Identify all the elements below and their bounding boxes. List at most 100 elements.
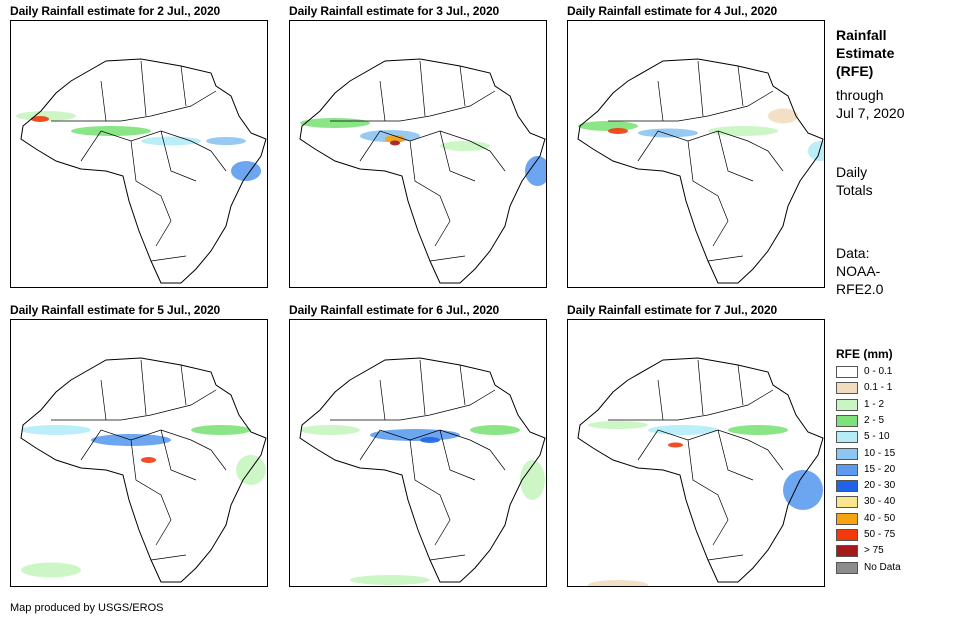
data-line: Data: — [836, 245, 870, 261]
country-borders — [51, 359, 227, 561]
rainfall-area — [440, 141, 490, 151]
rainfall-area — [668, 442, 683, 448]
rainfall-area — [783, 470, 823, 510]
rainfall-area — [300, 118, 370, 128]
rainfall-area — [390, 140, 400, 146]
credit: Map produced by USGS/EROS — [10, 602, 164, 614]
through-line: Jul 7, 2020 — [836, 105, 905, 121]
legend-label: 0 - 0.1 — [864, 366, 893, 377]
side-title-line: Rainfall — [836, 27, 887, 43]
africa-map-svg — [16, 58, 267, 284]
legend-label: No Data — [864, 561, 901, 573]
africa-coastline — [20, 58, 267, 284]
rainfall-area — [808, 141, 824, 161]
africa-coastline — [577, 357, 824, 583]
legend-swatch — [836, 382, 858, 395]
rainfall-area — [71, 126, 151, 136]
rainfall-area — [420, 437, 440, 443]
rainfall-area — [231, 161, 261, 181]
legend-swatch — [836, 398, 858, 411]
side-title-line: (RFE) — [836, 63, 874, 79]
legend-label: 5 - 10 — [864, 431, 890, 443]
legend-swatch — [836, 480, 858, 493]
rainfall-map — [10, 319, 268, 587]
africa-coastline — [299, 58, 546, 284]
totals-line: Daily — [836, 164, 868, 180]
rainfall-area — [21, 562, 81, 578]
legend-swatch — [836, 529, 858, 541]
legend-swatch — [836, 545, 858, 558]
legend-swatch — [836, 431, 858, 444]
legend-label: 20 - 30 — [864, 480, 896, 492]
legend-swatch — [836, 447, 858, 460]
rainfall-area — [578, 121, 638, 131]
rainfall-area — [300, 425, 360, 435]
rainfall-area — [16, 111, 76, 121]
through-line: through — [836, 87, 884, 103]
data-line: RFE2.0 — [836, 281, 884, 297]
totals-note: Daily Totals — [836, 163, 873, 199]
panel-title: Daily Rainfall estimate for 5 Jul., 2020 — [10, 303, 221, 317]
country-borders — [330, 359, 506, 561]
rainfall-area — [31, 116, 49, 122]
country-borders — [330, 60, 506, 262]
rainfall-area — [728, 425, 788, 435]
data-source: Data: NOAA- RFE2.0 — [836, 244, 883, 298]
legend-swatch — [836, 414, 858, 427]
africa-map-svg — [577, 357, 824, 586]
side-title-line: Estimate — [836, 45, 895, 61]
legend-swatch — [836, 463, 858, 476]
legend-swatch — [836, 561, 858, 574]
rainfall-area — [141, 457, 156, 463]
side-title: Rainfall Estimate (RFE) — [836, 26, 894, 80]
africa-coastline — [299, 357, 546, 583]
rainfall-area — [525, 156, 546, 186]
rainfall-area — [588, 580, 648, 586]
rainfall-area — [520, 460, 545, 500]
panel-title: Daily Rainfall estimate for 7 Jul., 2020 — [567, 303, 778, 317]
rainfall-area — [638, 128, 698, 138]
rainfall-map — [289, 20, 547, 288]
rainfall-map — [567, 20, 825, 288]
africa-coastline — [577, 58, 824, 284]
legend-label: 10 - 15 — [864, 447, 896, 459]
africa-map-svg — [299, 58, 546, 284]
africa-map-svg — [577, 58, 824, 284]
rainfall-area — [608, 128, 628, 134]
legend-label: 2 - 5 — [864, 414, 885, 426]
rainfall-area — [588, 421, 648, 429]
totals-line: Totals — [836, 182, 873, 198]
africa-map-svg — [20, 357, 267, 583]
legend-label: > 75 — [864, 545, 884, 557]
rainfall-map — [567, 319, 825, 587]
panel-title: Daily Rainfall estimate for 4 Jul., 2020 — [567, 4, 778, 18]
legend-title: RFE (mm) — [836, 347, 893, 361]
panel-title: Daily Rainfall estimate for 2 Jul., 2020 — [10, 4, 221, 18]
panel-title: Daily Rainfall estimate for 3 Jul., 2020 — [289, 4, 500, 18]
rainfall-area — [350, 575, 430, 585]
rainfall-area — [768, 108, 798, 124]
rainfall-area — [191, 425, 251, 435]
legend-swatch — [836, 512, 858, 525]
africa-coastline — [20, 357, 267, 583]
rainfall-area — [370, 429, 460, 441]
country-borders — [608, 359, 784, 561]
through-date: through Jul 7, 2020 — [836, 86, 905, 122]
legend-label: 0.1 - 1 — [864, 382, 893, 394]
rainfall-area — [470, 425, 520, 435]
legend-label: 50 - 75 — [864, 529, 896, 540]
rainfall-map — [10, 20, 268, 288]
rainfall-area — [21, 425, 91, 435]
rainfall-area — [206, 137, 246, 145]
legend-swatch — [836, 366, 858, 378]
africa-map-svg — [299, 357, 546, 585]
legend-label: 30 - 40 — [864, 496, 896, 508]
rainfall-area — [141, 136, 201, 146]
legend-label: 40 - 50 — [864, 512, 896, 524]
legend-label: 1 - 2 — [864, 398, 885, 410]
rainfall-area — [385, 135, 405, 143]
rainfall-area — [236, 455, 266, 485]
legend-label: 15 - 20 — [864, 463, 896, 475]
legend-swatch — [836, 496, 858, 509]
panel-title: Daily Rainfall estimate for 6 Jul., 2020 — [289, 303, 500, 317]
